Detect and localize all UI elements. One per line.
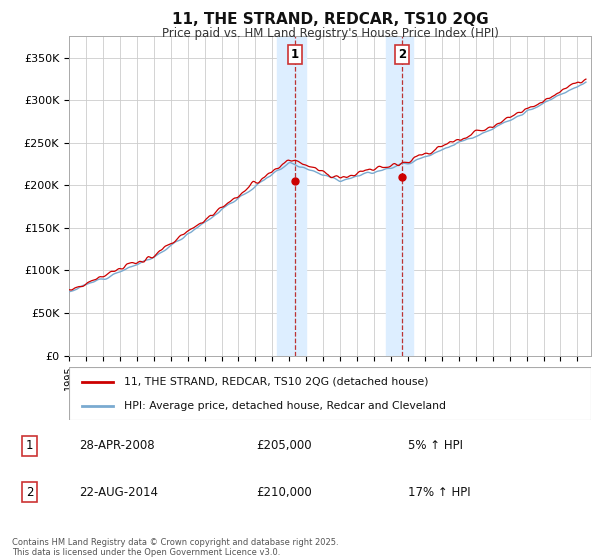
FancyBboxPatch shape bbox=[69, 367, 591, 420]
Bar bbox=[386, 36, 413, 356]
Text: 17% ↑ HPI: 17% ↑ HPI bbox=[408, 486, 470, 498]
Text: 2: 2 bbox=[398, 48, 406, 60]
Text: Price paid vs. HM Land Registry's House Price Index (HPI): Price paid vs. HM Land Registry's House … bbox=[161, 27, 499, 40]
Text: 1: 1 bbox=[26, 440, 33, 452]
Text: 2: 2 bbox=[26, 486, 33, 498]
Text: £210,000: £210,000 bbox=[256, 486, 312, 498]
Text: Contains HM Land Registry data © Crown copyright and database right 2025.
This d: Contains HM Land Registry data © Crown c… bbox=[12, 538, 338, 557]
Bar bbox=[277, 36, 306, 356]
Text: 11, THE STRAND, REDCAR, TS10 2QG: 11, THE STRAND, REDCAR, TS10 2QG bbox=[172, 12, 488, 27]
Text: 22-AUG-2014: 22-AUG-2014 bbox=[79, 486, 158, 498]
Text: 11, THE STRAND, REDCAR, TS10 2QG (detached house): 11, THE STRAND, REDCAR, TS10 2QG (detach… bbox=[124, 377, 428, 387]
Text: 1: 1 bbox=[291, 48, 299, 60]
Text: £205,000: £205,000 bbox=[256, 440, 312, 452]
Text: HPI: Average price, detached house, Redcar and Cleveland: HPI: Average price, detached house, Redc… bbox=[124, 401, 446, 411]
Text: 28-APR-2008: 28-APR-2008 bbox=[79, 440, 155, 452]
Text: 5% ↑ HPI: 5% ↑ HPI bbox=[408, 440, 463, 452]
